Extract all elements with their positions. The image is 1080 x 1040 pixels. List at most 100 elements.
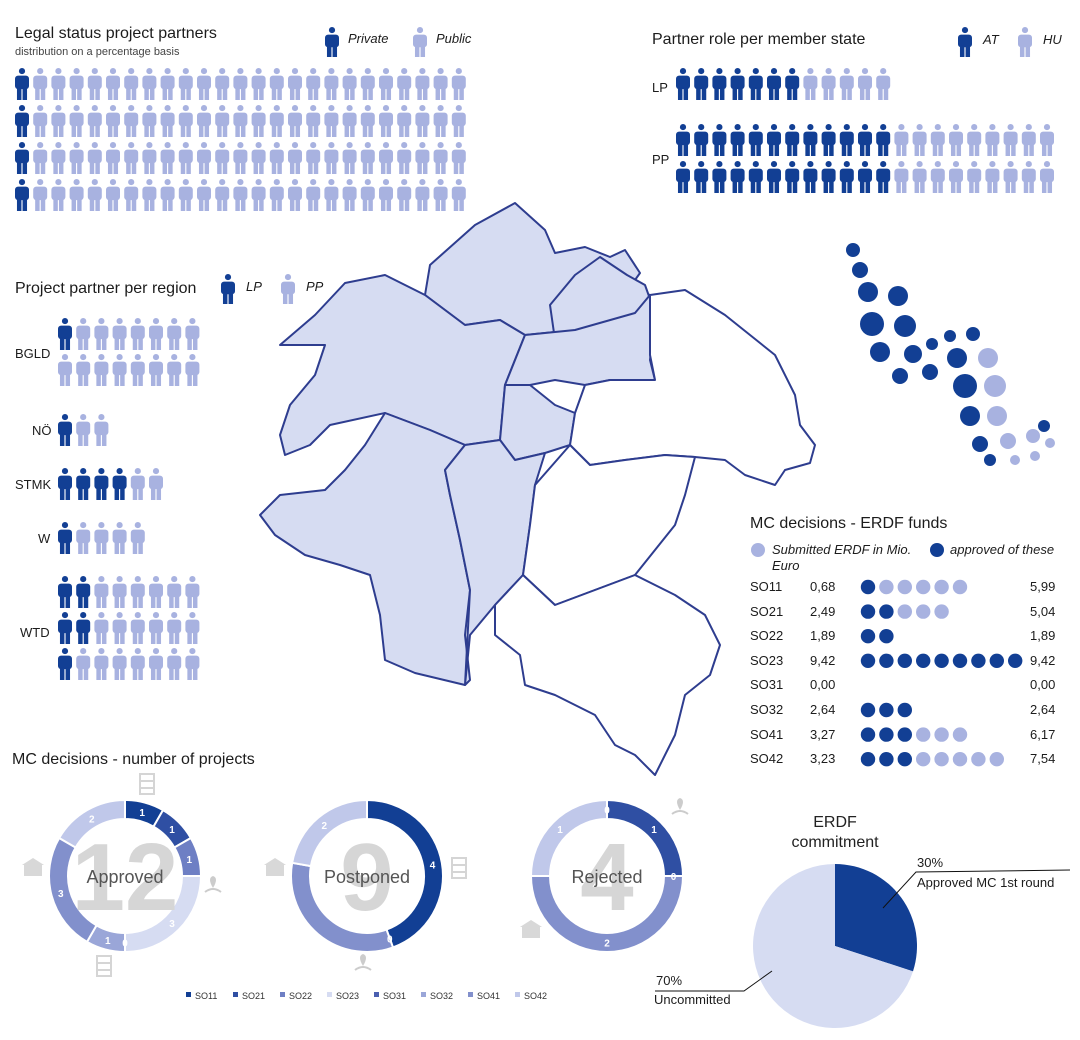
approved-dot [952, 653, 968, 668]
erdf-row-label: SO31 [750, 677, 784, 693]
approved-dot [879, 653, 894, 668]
public-figure [215, 179, 230, 211]
decor-dot [894, 315, 916, 337]
pp-at-figure [748, 161, 763, 193]
pp-figure [94, 612, 109, 644]
role-label-pp: PP [652, 152, 670, 167]
approved-dot [897, 752, 912, 767]
donut-zero-label: 0 [604, 806, 610, 817]
lp-figure [58, 318, 72, 350]
erdf-approved-value: 2,49 [810, 603, 836, 619]
pp-figure [130, 468, 145, 500]
donut-segment [529, 798, 608, 877]
pp-at-figure [821, 161, 836, 193]
public-figure [269, 68, 284, 100]
public-figure [69, 68, 84, 100]
approved-dot [879, 702, 894, 718]
legend-pp-icon [281, 274, 295, 304]
public-figure [269, 142, 284, 174]
public-figure [324, 68, 339, 100]
erdf-row-label: SO22 [750, 628, 784, 644]
donut-segment [290, 798, 368, 868]
lp-hu-figure [839, 68, 854, 100]
legal-status-title: Legal status project partners [15, 25, 217, 42]
erdf-funds-title: MC decisions - ERDF funds [750, 515, 948, 532]
map-region-hu-north [569, 289, 816, 486]
pp-figure [130, 318, 145, 350]
lp-hu-figure [876, 68, 891, 100]
erdf-funds-legend: Submitted ERDF in Mio. Euro approved of … [750, 541, 1070, 581]
donut-value-label: 1 [557, 825, 563, 836]
public-figure [51, 105, 66, 137]
pp-figure [76, 648, 91, 680]
public-figure [306, 142, 321, 174]
decor-dot [904, 345, 922, 363]
public-figure [433, 142, 448, 174]
pp-at-figure [748, 124, 763, 156]
map-region-hu-center [522, 444, 696, 606]
pp-hu-figure [894, 161, 909, 193]
building-icon [264, 858, 286, 876]
legend-swatch [186, 992, 191, 997]
partner-role-legend: AT HU [955, 25, 1065, 61]
pp-hu-figure [930, 124, 945, 156]
decor-dot [870, 342, 890, 362]
decor-dot [1045, 438, 1055, 448]
pp-at-figure [785, 161, 800, 193]
mc-projects-donuts: 1113132012Approved4209Postponed121004Rej… [22, 773, 689, 977]
legend-item-label: SO21 [242, 991, 265, 1001]
legend-swatch [515, 992, 520, 997]
lp-figure [76, 612, 91, 644]
public-figure [288, 179, 302, 211]
pp-at-figure [876, 161, 891, 193]
pp-figure [167, 648, 182, 680]
decor-dot [1030, 451, 1040, 461]
pp-figure [167, 612, 182, 644]
erdf-submitted-value: 1,89 [1030, 628, 1056, 644]
pp-figure [149, 354, 163, 386]
pp-figure [130, 612, 145, 644]
legend-submitted-dot [751, 543, 765, 557]
public-figure [306, 179, 321, 211]
pie-label-approved-name: Approved MC 1st round [917, 875, 1055, 890]
public-figure [269, 105, 284, 137]
donut-value-label: 2 [321, 821, 327, 832]
pp-figure [94, 576, 109, 608]
commitment-title-line2: commitment [791, 834, 879, 851]
pp-figure [167, 576, 182, 608]
pp-at-figure [712, 124, 727, 156]
decor-dot [926, 338, 938, 350]
donut-total: 9 [340, 824, 393, 931]
public-figure [106, 68, 120, 100]
lp-at-figure [676, 68, 690, 100]
submitted-dot [952, 752, 968, 767]
erdf-submitted-value: 0,00 [1030, 677, 1056, 693]
lp-figure [112, 468, 127, 500]
public-figure [397, 105, 412, 137]
public-figure [106, 105, 120, 137]
pp-figure [94, 414, 109, 446]
approved-dot [1008, 653, 1023, 668]
legend-public-label: Public [436, 31, 472, 46]
approved-dot [860, 604, 876, 619]
donut-value-label: 4 [430, 860, 436, 871]
pp-figure [185, 576, 200, 608]
donut-value-label: 1 [105, 936, 111, 947]
partner-role-title: Partner role per member state [652, 31, 866, 48]
public-figure [51, 179, 66, 211]
legend-item-label: SO11 [195, 991, 217, 1001]
pp-figure [130, 648, 145, 680]
pp-hu-figure [985, 161, 1000, 193]
lp-figure [58, 414, 72, 446]
public-figure [379, 179, 393, 211]
erdf-approved-value: 2,64 [810, 702, 836, 717]
region-label-stmk: STMK [15, 477, 52, 492]
pp-hu-figure [1040, 124, 1054, 156]
lp-at-figure [767, 68, 781, 100]
public-figure [415, 105, 430, 137]
approved-dot [897, 653, 912, 668]
public-figure [233, 142, 248, 174]
pp-hu-figure [985, 124, 1000, 156]
public-figure [124, 142, 139, 174]
